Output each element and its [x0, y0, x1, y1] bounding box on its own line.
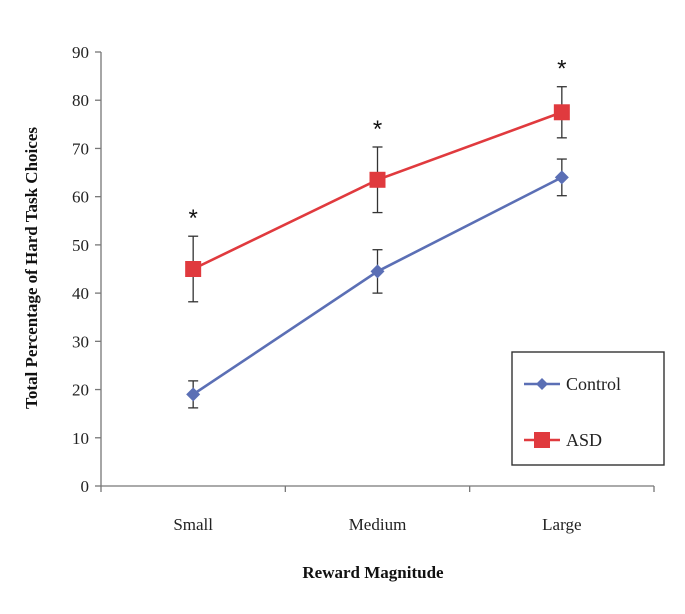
x-ticks: Small Medium Large [100, 486, 655, 534]
data-point [370, 264, 385, 279]
y-tick-label: 90 [72, 43, 89, 62]
y-tick-label: 60 [72, 188, 89, 207]
legend-marker [536, 378, 548, 390]
y-axis-title: Total Percentage of Hard Task Choices [22, 127, 41, 409]
significance-star: * [188, 205, 197, 232]
series-control [186, 158, 569, 409]
x-tick-label: Small [173, 515, 213, 534]
series-asd [185, 86, 570, 303]
x-tick-label: Medium [349, 515, 407, 534]
y-tick-label: 20 [72, 381, 89, 400]
significance-star: * [373, 116, 382, 143]
data-point [369, 171, 386, 188]
y-tick-label: 40 [72, 284, 89, 303]
series-layer [185, 86, 570, 409]
legend: Control ASD [511, 351, 665, 466]
legend-item: Control [524, 374, 621, 394]
legend-label: ASD [566, 430, 602, 450]
data-point [553, 104, 570, 121]
axes: 0 10 20 30 40 50 60 70 80 90 Small Medium Large [72, 43, 655, 534]
y-ticks: 0 10 20 30 40 50 60 70 80 90 [72, 43, 101, 496]
y-tick-label: 80 [72, 91, 89, 110]
y-tick-label: 70 [72, 139, 89, 158]
y-tick-label: 30 [72, 332, 89, 351]
legend-items: Control ASD [524, 374, 621, 450]
significance-star: * [557, 56, 566, 83]
x-axis-title: Reward Magnitude [302, 563, 444, 582]
x-tick-label: Large [542, 515, 581, 534]
data-point [554, 170, 569, 185]
data-point [186, 387, 201, 402]
legend-item: ASD [524, 430, 602, 450]
y-tick-label: 0 [81, 477, 90, 496]
data-point [185, 261, 202, 277]
significance-markers: * * * [188, 56, 566, 232]
y-tick-label: 10 [72, 429, 89, 448]
legend-label: Control [566, 374, 621, 394]
legend-marker [534, 432, 550, 448]
y-tick-label: 50 [72, 236, 89, 255]
